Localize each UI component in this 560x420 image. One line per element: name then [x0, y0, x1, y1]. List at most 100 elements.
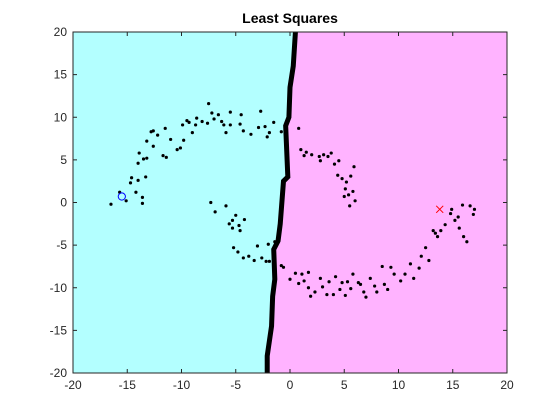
data-point [212, 117, 216, 121]
y-tick-label: 15 [54, 68, 68, 82]
data-point [207, 102, 211, 106]
y-axis: -20 -15 -10 -5 0 5 10 15 20 [50, 25, 507, 380]
data-point [340, 177, 344, 181]
x-tick-label: 5 [341, 378, 348, 392]
data-point [465, 240, 469, 244]
data-point [272, 120, 276, 124]
data-point [329, 151, 333, 155]
data-point [252, 258, 256, 263]
data-point [457, 226, 461, 230]
data-point [382, 282, 386, 286]
data-point [141, 157, 146, 161]
data-point [325, 292, 329, 297]
y-tick-label: 0 [60, 196, 67, 210]
data-point [205, 121, 210, 125]
data-point [187, 120, 191, 124]
data-point [228, 110, 232, 114]
data-point [264, 259, 268, 263]
data-point [322, 153, 326, 157]
data-point [151, 144, 155, 148]
data-point [234, 213, 238, 217]
y-tick-label: -20 [50, 366, 68, 380]
data-point [472, 207, 477, 211]
data-point [332, 162, 337, 166]
data-point [320, 285, 325, 289]
data-point [237, 223, 241, 228]
data-point [210, 111, 214, 115]
data-point [336, 173, 340, 177]
data-point [460, 203, 465, 207]
data-point [151, 129, 155, 133]
data-point [238, 122, 242, 126]
data-point [279, 130, 283, 134]
data-point [448, 211, 453, 216]
data-point [249, 132, 253, 136]
data-point [267, 259, 271, 263]
data-point [386, 287, 390, 292]
data-point [238, 229, 242, 233]
data-point [351, 272, 355, 276]
data-point [128, 181, 133, 185]
data-point [263, 125, 267, 129]
data-point [408, 262, 413, 266]
x-tick-label: 20 [500, 378, 514, 392]
chart-title: Least Squares [242, 10, 338, 26]
data-point [389, 265, 393, 269]
data-point [306, 270, 311, 275]
plot-area [72, 31, 508, 374]
x-axis: -20 -15 -10 -5 0 5 10 15 20 [64, 32, 514, 392]
data-point [129, 176, 134, 180]
data-point [318, 159, 322, 163]
data-point [310, 153, 314, 157]
data-point [343, 187, 347, 191]
data-point [145, 156, 149, 160]
data-point [403, 272, 407, 276]
data-point [304, 150, 308, 154]
data-point [145, 139, 149, 143]
x-tick-label: -15 [119, 378, 137, 392]
data-point [299, 148, 303, 152]
data-point [337, 159, 341, 163]
data-point [231, 246, 236, 250]
data-point [338, 287, 342, 292]
data-point [287, 111, 291, 115]
data-point [227, 222, 231, 226]
x-tick-label: -20 [64, 378, 82, 392]
data-point [456, 215, 460, 219]
data-point [419, 254, 423, 258]
data-point [134, 190, 138, 194]
data-point [348, 204, 352, 208]
data-point [309, 294, 313, 298]
data-point [109, 202, 113, 206]
data-point [443, 223, 447, 227]
data-point [362, 290, 366, 294]
data-point [326, 154, 330, 159]
region-left [73, 32, 296, 373]
data-point [345, 280, 350, 284]
data-point [468, 204, 472, 208]
data-point [182, 138, 186, 142]
data-point [140, 201, 145, 205]
data-point [185, 119, 189, 123]
data-point [313, 290, 317, 294]
data-point [222, 123, 226, 127]
y-tick-label: 5 [60, 153, 67, 167]
data-point [242, 217, 247, 222]
data-point [194, 123, 198, 127]
data-point [163, 126, 167, 130]
data-point [431, 229, 435, 233]
data-point [200, 119, 204, 124]
data-point [267, 130, 271, 135]
data-point [140, 195, 145, 199]
data-point [224, 130, 228, 135]
data-point [224, 204, 228, 208]
data-point [352, 165, 356, 169]
data-point [297, 126, 301, 130]
data-point [209, 200, 213, 205]
data-point [368, 276, 372, 280]
data-point [190, 130, 194, 135]
data-point [318, 276, 322, 280]
data-point [124, 199, 128, 203]
data-point [169, 137, 173, 142]
data-point [259, 109, 263, 113]
